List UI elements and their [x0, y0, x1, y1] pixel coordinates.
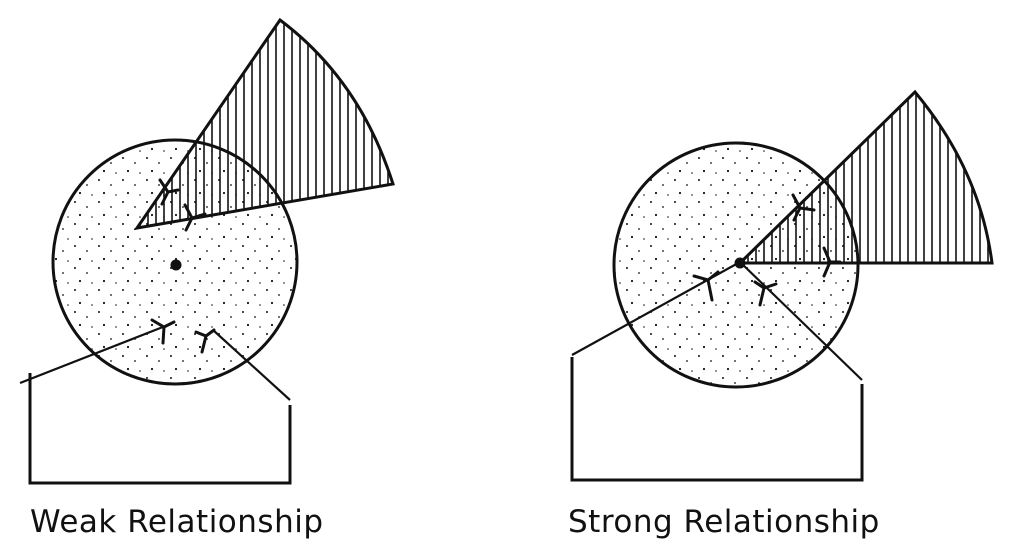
strong-building-outline: [570, 357, 864, 482]
strong-view-sector: [736, 89, 994, 265]
strong-relationship-panel: [570, 89, 994, 482]
strong-relationship-caption: Strong Relationship: [568, 504, 880, 540]
weak-view-arrows: [150, 178, 216, 354]
weak-relationship-panel: [19, 17, 395, 485]
weak-building-outline: [28, 373, 292, 485]
weak-view-sector: [133, 17, 395, 231]
weak-relationship-caption: Weak Relationship: [30, 504, 324, 540]
weak-center-point: [170, 259, 182, 271]
strong-view-arrows: [692, 193, 842, 307]
strong-center-point: [734, 257, 746, 269]
